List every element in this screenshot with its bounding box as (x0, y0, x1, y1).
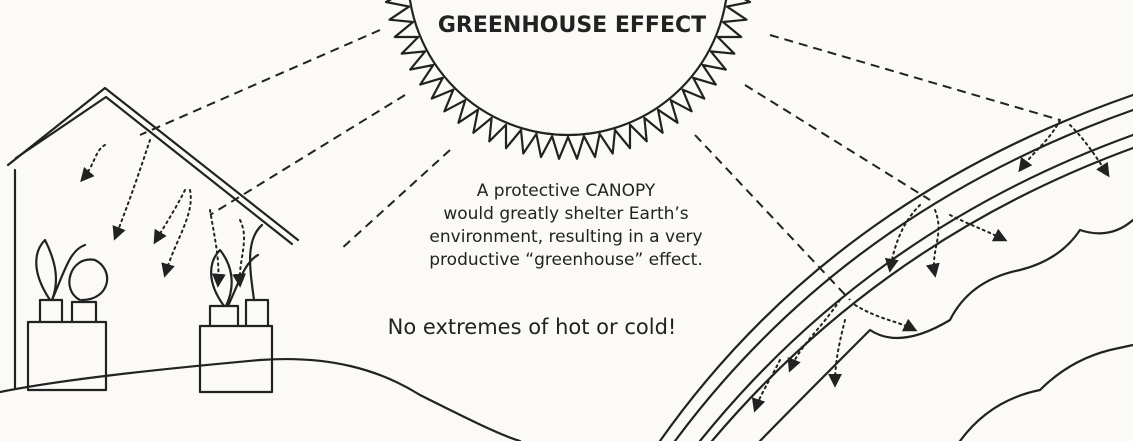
line-art (14, 95, 294, 246)
line-art (198, 324, 274, 394)
greenhouse (0, 86, 522, 441)
line-art (710, 146, 1133, 441)
line-art (769, 34, 1061, 121)
line-art (744, 84, 931, 201)
tagline: No extremes of hot or cold! (388, 315, 677, 339)
line-art (35, 238, 109, 302)
earth (658, 93, 1133, 441)
line-art (161, 189, 192, 278)
line-art (949, 214, 1008, 242)
sun (384, 0, 752, 160)
line-art (6, 86, 300, 242)
line-art (854, 304, 918, 332)
sun-rays (384, 0, 752, 160)
line-art (80, 144, 106, 183)
line-art (694, 134, 851, 301)
line-art (26, 320, 108, 392)
line-art (751, 359, 781, 413)
sun-disc (408, 0, 728, 137)
line-art (209, 209, 226, 288)
line-art (0, 357, 522, 441)
line-art (209, 94, 406, 216)
line-art (339, 149, 451, 251)
caption-line: would greatly shelter Earth’s (443, 204, 688, 224)
line-art (884, 204, 921, 273)
line-art (658, 93, 1133, 441)
line-art (153, 189, 186, 245)
caption-line: productive “greenhouse” effect. (429, 250, 702, 270)
title: GREENHOUSE EFFECT (438, 13, 706, 38)
caption-line: A protective CANOPY (477, 181, 656, 201)
line-art (1069, 124, 1110, 178)
caption: A protective CANOPY would greatly shelte… (429, 181, 702, 270)
line-art (1018, 119, 1061, 173)
line-art (758, 218, 1133, 441)
line-art (232, 219, 247, 288)
line-art (925, 209, 940, 278)
line-art (828, 319, 846, 388)
line-art (787, 299, 841, 373)
caption-line: environment, resulting in a very (429, 227, 702, 247)
line-art (958, 343, 1133, 441)
sun-beams (139, 29, 1061, 301)
line-art (139, 29, 381, 136)
line-art (673, 108, 1133, 441)
line-art (112, 139, 151, 241)
